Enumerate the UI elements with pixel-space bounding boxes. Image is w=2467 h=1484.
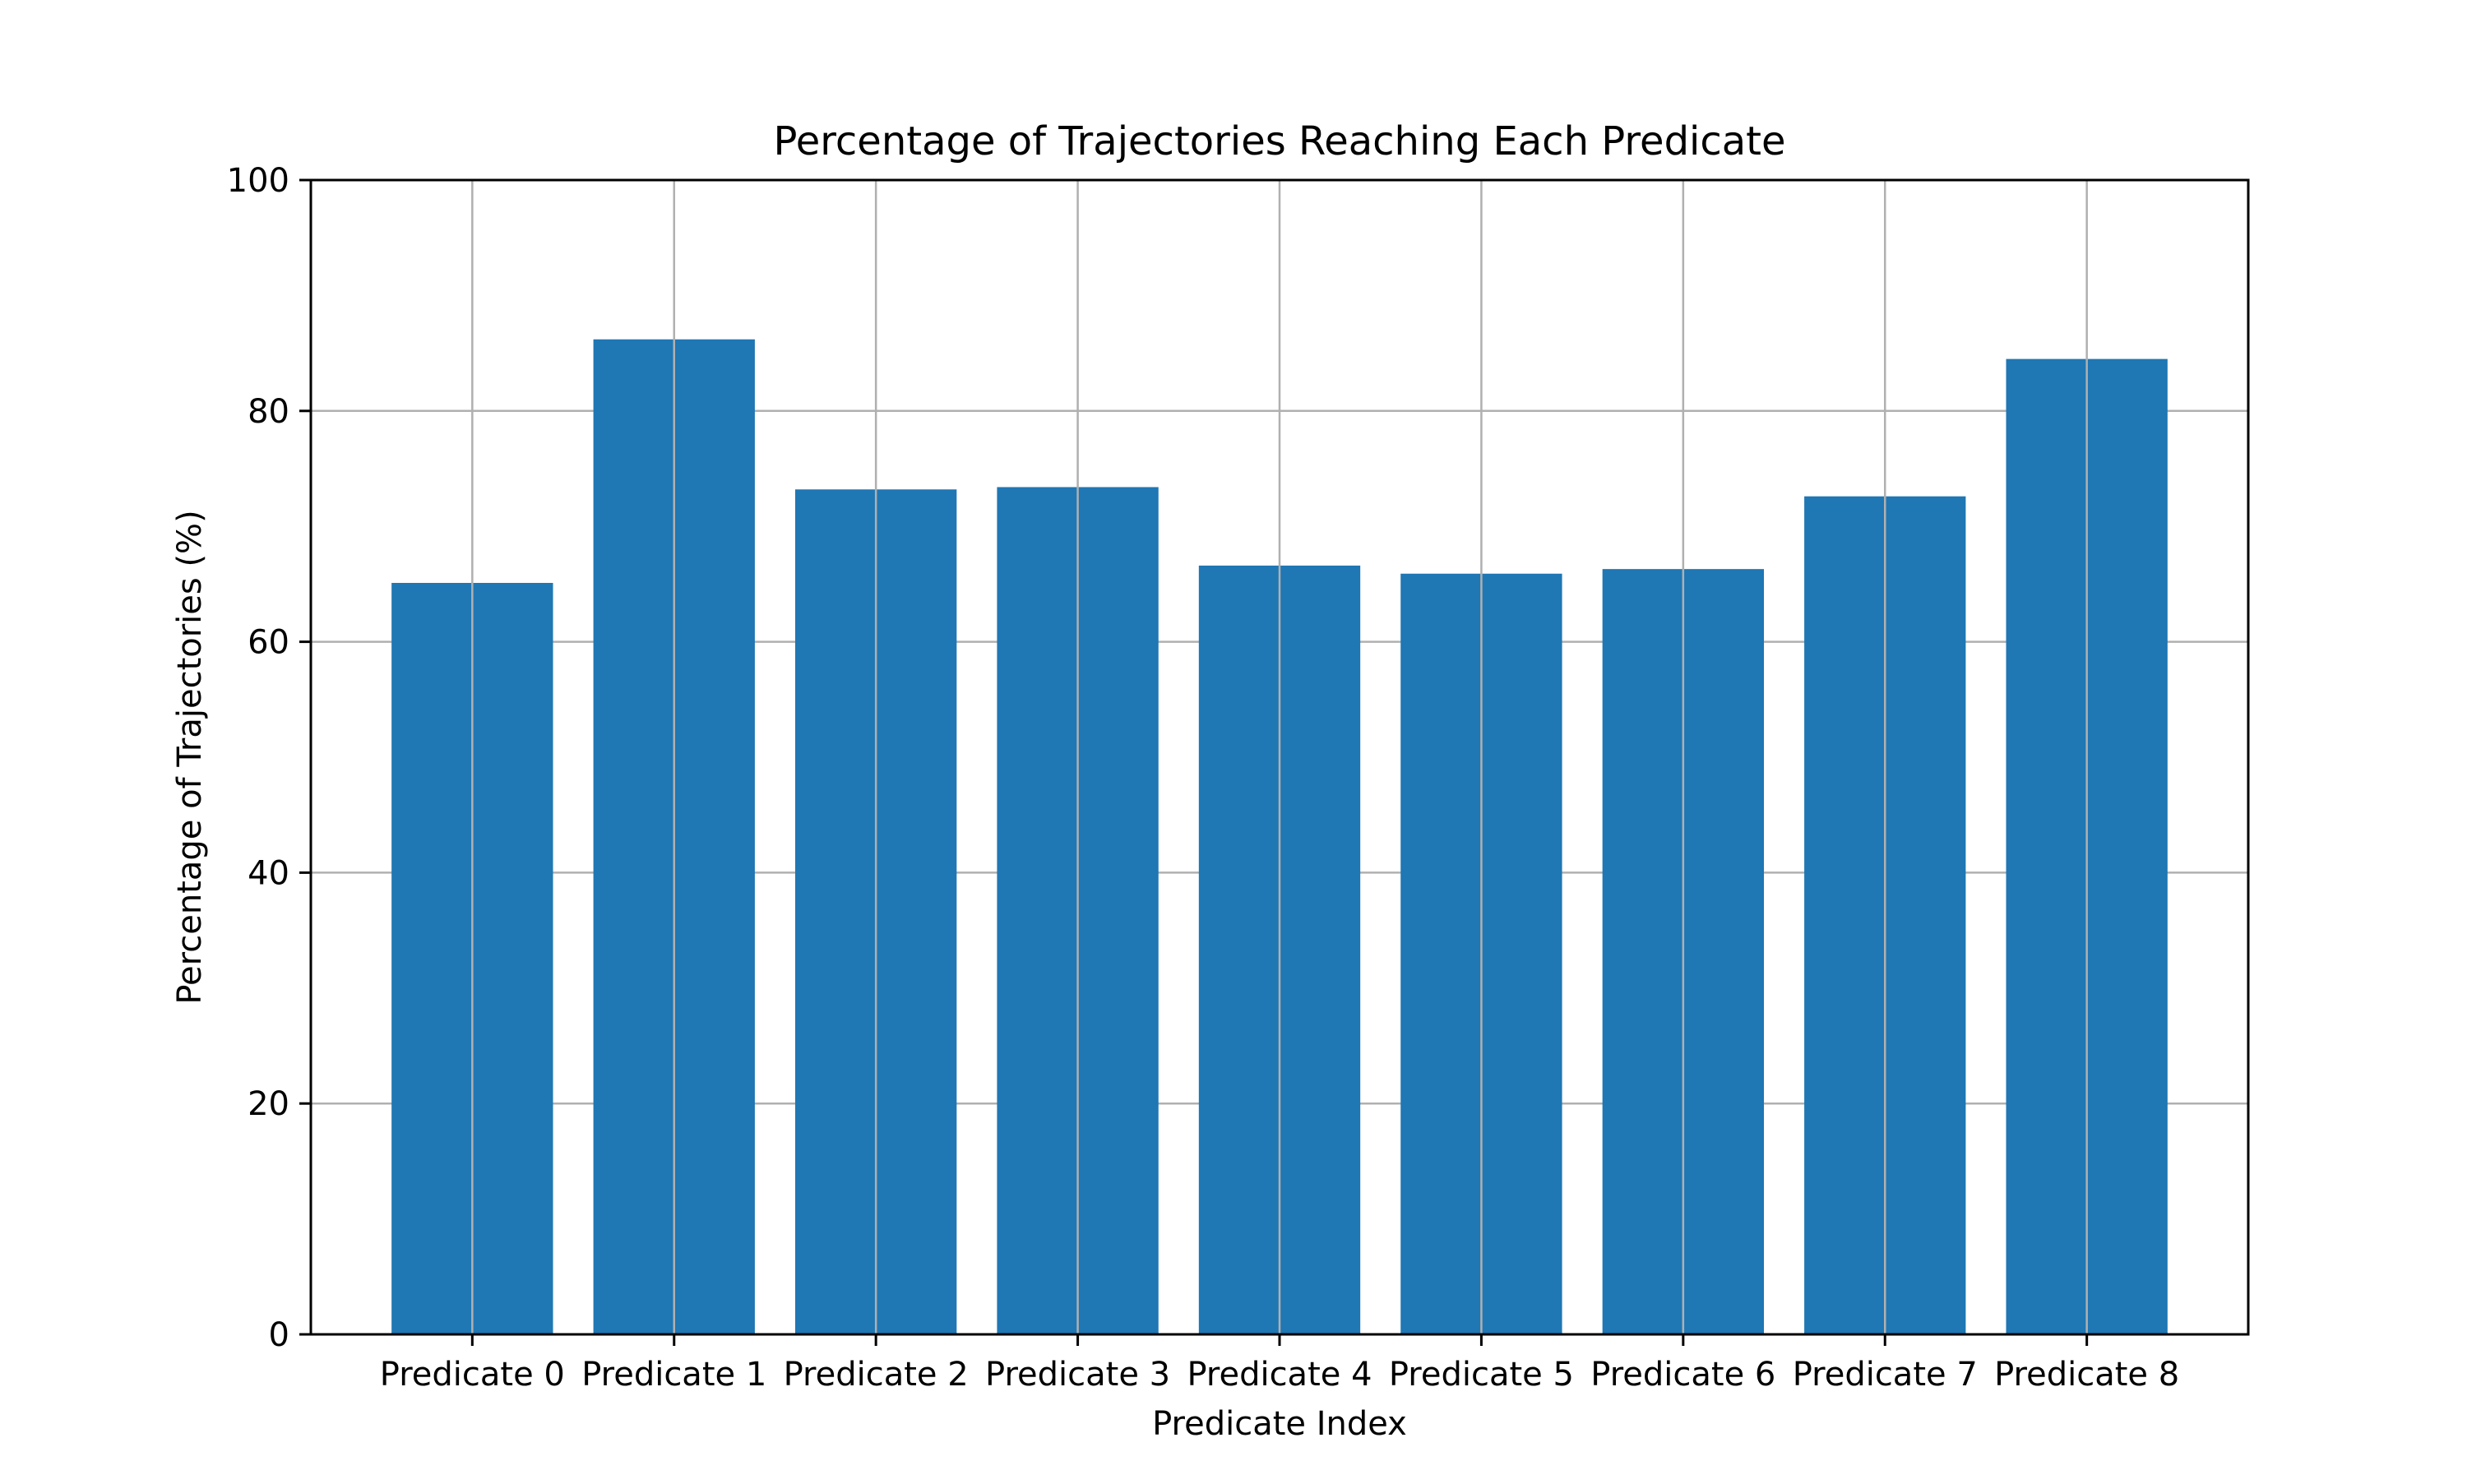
x-tick-label: Predicate 6 bbox=[1590, 1356, 1775, 1394]
chart-title: Percentage of Trajectories Reaching Each… bbox=[773, 118, 1785, 164]
x-tick-label: Predicate 4 bbox=[1187, 1356, 1372, 1394]
y-tick-label: 40 bbox=[248, 854, 289, 892]
x-tick-label: Predicate 1 bbox=[581, 1356, 766, 1394]
x-tick-label: Predicate 3 bbox=[985, 1356, 1170, 1394]
y-tick-label: 20 bbox=[248, 1085, 289, 1123]
x-tick-label: Predicate 8 bbox=[1994, 1356, 2179, 1394]
y-tick-label: 100 bbox=[227, 162, 289, 200]
x-tick-label: Predicate 7 bbox=[1793, 1356, 1978, 1394]
x-tick-label: Predicate 2 bbox=[784, 1356, 969, 1394]
x-axis-label: Predicate Index bbox=[1152, 1405, 1407, 1443]
x-tick-label: Predicate 0 bbox=[380, 1356, 565, 1394]
tick-layer: 0 20 40 60 80 100 Predicate 0 Predicate 1 Predic… bbox=[227, 162, 2180, 1394]
y-tick-label: 60 bbox=[248, 624, 289, 662]
y-tick-label: 0 bbox=[269, 1316, 289, 1354]
x-tick-label: Predicate 5 bbox=[1389, 1356, 1574, 1394]
y-axis-label: Percentage of Trajectories (%) bbox=[171, 510, 209, 1004]
x-grid-layer bbox=[471, 180, 2088, 1334]
y-tick-label: 80 bbox=[248, 393, 289, 431]
